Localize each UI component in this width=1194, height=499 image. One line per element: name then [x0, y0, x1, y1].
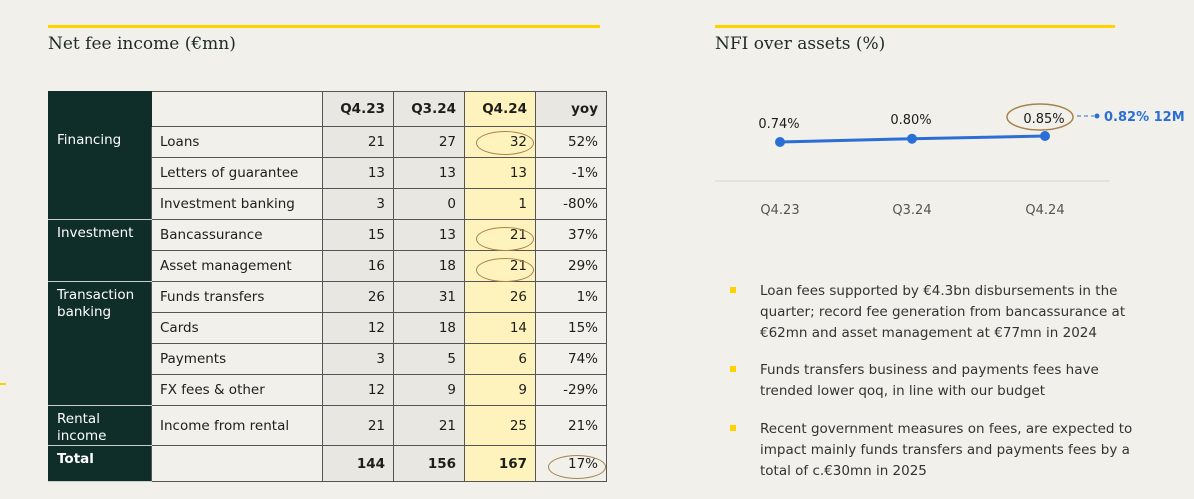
value-yoy: 74% [535, 343, 607, 375]
highlight-circle [476, 131, 534, 155]
bullet-icon [730, 425, 736, 431]
net-fee-income-table: Q4.23 Q3.24 Q4.24 yoy Financing Loans 21 27… [48, 91, 607, 482]
bullet-text: Recent government measures on fees, are … [760, 421, 1133, 479]
bullet-icon [730, 366, 736, 372]
data-label: 0.80% [890, 113, 931, 128]
category-cell: Investment [48, 219, 152, 282]
value-q423: 3 [322, 188, 394, 220]
table-row: Rental income Income from rental 21 21 25 21% [48, 405, 607, 446]
data-label: 0.74% [758, 117, 799, 132]
header-q324: Q3.24 [393, 91, 465, 127]
table-row: Investment banking 3 0 1 -80% [49, 188, 607, 220]
header-blank [151, 91, 323, 127]
value-q324: 21 [393, 405, 465, 446]
value-q424: 9 [464, 374, 536, 406]
highlight-circle [476, 258, 534, 282]
item-label: Income from rental [151, 405, 323, 446]
item-label: Payments [151, 343, 323, 375]
highlight-circle [1006, 103, 1074, 131]
bullet-text: Loan fees supported by €4.3bn disburseme… [760, 283, 1126, 341]
highlight-circle [476, 227, 534, 251]
value-q324: 13 [393, 157, 465, 189]
value-q423: 26 [322, 281, 394, 313]
x-tick-label: Q3.24 [892, 203, 931, 218]
value-q324: 5 [393, 343, 465, 375]
data-point [775, 137, 785, 147]
item-label: Asset management [151, 250, 323, 282]
category-cell: Transaction banking [48, 281, 152, 406]
table-row: Total 144 156 167 17% [48, 445, 607, 482]
table-row: Investment Bancassurance 15 13 21 37% [48, 219, 607, 282]
table-row: Asset management 16 18 21 29% [49, 250, 607, 282]
table-row: Financing Loans 21 27 32 52% [48, 126, 607, 220]
accent-line [48, 25, 600, 28]
value-q324: 27 [393, 126, 465, 158]
value-q324: 9 [393, 374, 465, 406]
value-q424: 25 [464, 405, 536, 446]
item-label: Letters of guarantee [151, 157, 323, 189]
value-q423: 21 [322, 126, 394, 158]
category-cell: Total [48, 445, 152, 482]
value-q423: 15 [322, 219, 394, 251]
value-q424: 26 [464, 281, 536, 313]
value-q423: 3 [322, 343, 394, 375]
value-q424: 6 [464, 343, 536, 375]
value-q423: 12 [322, 312, 394, 344]
table-title: Net fee income (€mn) [48, 34, 236, 54]
category-cell: Rental income [48, 405, 152, 446]
header-q423: Q4.23 [322, 91, 394, 127]
value-yoy: 29% [535, 250, 607, 282]
table-row: Payments 3 5 6 74% [49, 343, 607, 375]
table-row: Transaction banking Funds transfers 26 31 26… [48, 281, 607, 406]
highlight-circle [548, 455, 606, 479]
item-label: FX fees & other [151, 374, 323, 406]
value-yoy: 21% [535, 405, 607, 446]
value-q324: 18 [393, 312, 465, 344]
value-q324: 156 [393, 445, 465, 482]
value-q424: 14 [464, 312, 536, 344]
accent-line [0, 383, 6, 385]
x-tick-label: Q4.23 [760, 203, 799, 218]
accent-line [715, 25, 1115, 28]
item-label: Cards [151, 312, 323, 344]
data-point [1040, 131, 1050, 141]
annotation-dot [1094, 113, 1100, 119]
x-tick-label: Q4.24 [1025, 203, 1064, 218]
value-q423: 21 [322, 405, 394, 446]
value-yoy: 52% [535, 126, 607, 158]
bullet-icon [730, 287, 736, 293]
item-label [151, 445, 323, 482]
data-label: 0.85% [1023, 112, 1064, 127]
value-q324: 13 [393, 219, 465, 251]
chart-title: NFI over assets (%) [715, 34, 886, 54]
bullet-text: Funds transfers business and payments fe… [760, 362, 1099, 399]
value-q424: 1 [464, 188, 536, 220]
value-yoy: 15% [535, 312, 607, 344]
table-row: Cards 12 18 14 15% [49, 312, 607, 344]
value-yoy: -80% [535, 188, 607, 220]
annotation-12m: 0.82% 12M [1104, 110, 1185, 125]
item-label: Bancassurance [151, 219, 323, 251]
value-q424: 167 [464, 445, 536, 482]
item-label: Investment banking [151, 188, 323, 220]
data-point [907, 133, 917, 144]
item-label: Funds transfers [151, 281, 323, 313]
value-yoy: 1% [535, 281, 607, 313]
value-yoy: 37% [535, 219, 607, 251]
header-q424: Q4.24 [464, 91, 536, 127]
nfi-line-chart: 0.74% Q4.23 0.80% Q3.24 0.85% Q4.24 0.82% 12M [715, 103, 1185, 218]
value-yoy: -29% [535, 374, 607, 406]
value-q423: 16 [322, 250, 394, 282]
value-q423: 144 [322, 445, 394, 482]
header-blank [48, 91, 152, 127]
value-q423: 13 [322, 157, 394, 189]
item-label: Loans [151, 126, 323, 158]
value-q423: 12 [322, 374, 394, 406]
category-cell: Financing [48, 126, 152, 220]
value-q424: 13 [464, 157, 536, 189]
value-q324: 31 [393, 281, 465, 313]
value-q324: 18 [393, 250, 465, 282]
